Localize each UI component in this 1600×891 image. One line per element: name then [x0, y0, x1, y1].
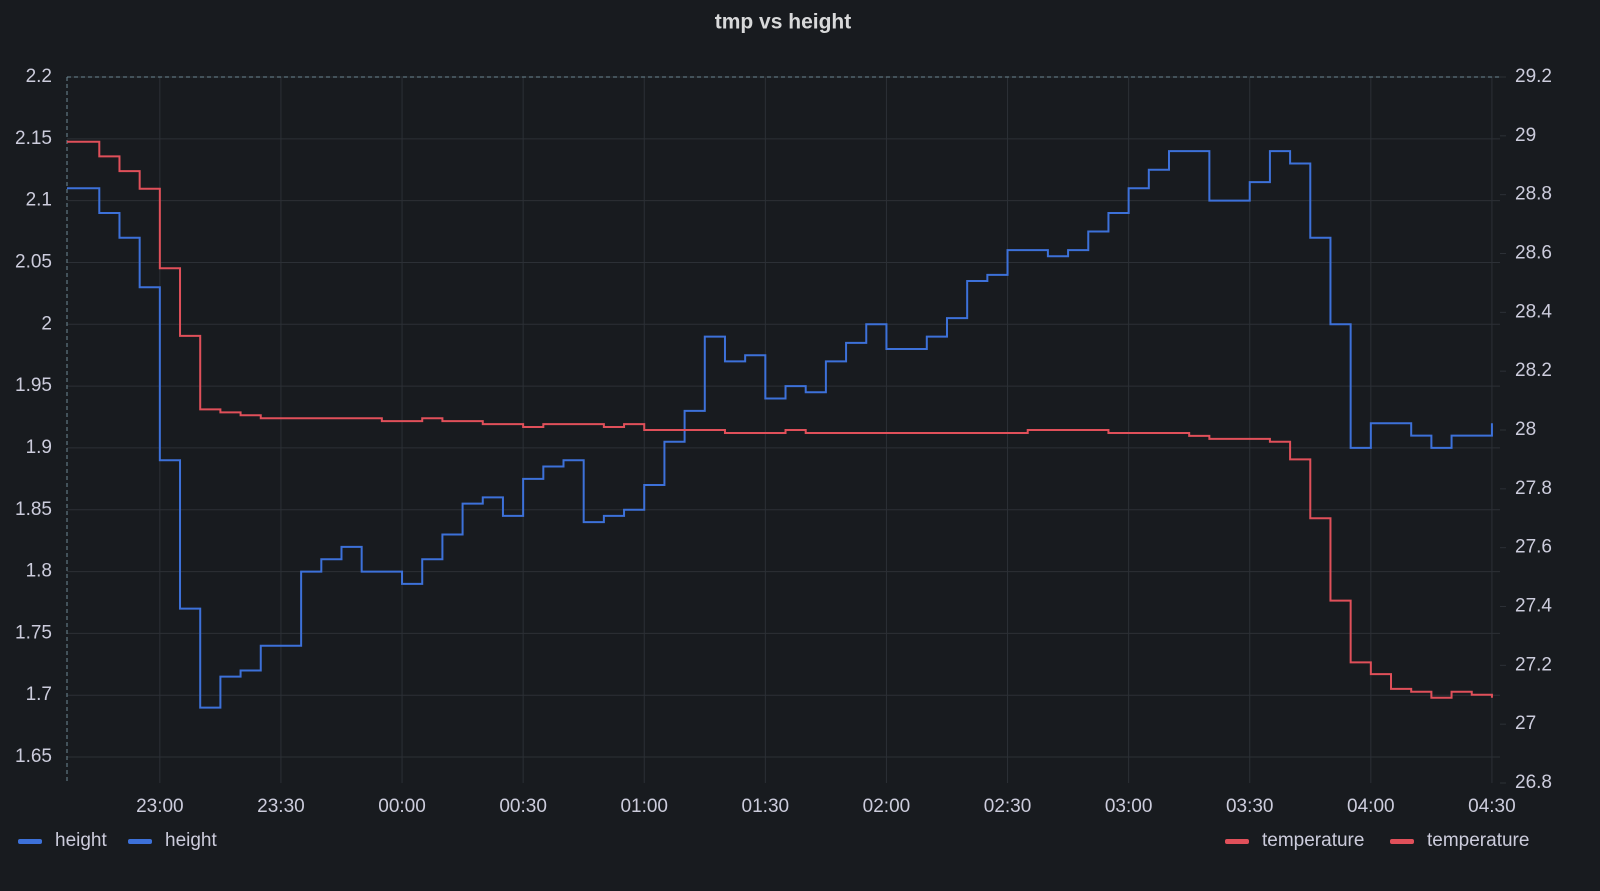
- x-tick-label: 00:30: [499, 796, 547, 817]
- y2-tick-label: 27.8: [1515, 478, 1552, 499]
- y2-tick-label: 27.4: [1515, 596, 1552, 617]
- series-line: [67, 150, 1493, 709]
- x-tick-label: 01:30: [742, 796, 790, 817]
- legend-swatch: [1225, 839, 1249, 844]
- legend-label: temperature: [1262, 830, 1364, 851]
- y-tick-label: 1.75: [15, 622, 52, 643]
- y2-tick-label: 27.6: [1515, 537, 1552, 558]
- y-tick-label: 1.8: [26, 561, 52, 582]
- y2-tick-label: 27: [1515, 713, 1536, 734]
- x-tick-label: 03:00: [1105, 796, 1153, 817]
- y-tick-label: 2.2: [26, 66, 52, 87]
- legend-label: height: [165, 830, 217, 851]
- y2-tick-label: 28.6: [1515, 243, 1552, 264]
- y-tick-label: 2.1: [26, 190, 52, 211]
- y2-tick-label: 26.8: [1515, 772, 1552, 793]
- x-tick-label: 02:00: [863, 796, 911, 817]
- legend-label: temperature: [1427, 830, 1529, 851]
- y-tick-label: 2.15: [15, 128, 52, 149]
- y2-tick-label: 28.8: [1515, 184, 1552, 205]
- y2-tick-label: 27.2: [1515, 654, 1552, 675]
- y-tick-label: 1.7: [26, 684, 52, 705]
- legend-swatch: [128, 839, 152, 844]
- x-tick-label: 01:00: [620, 796, 668, 817]
- x-tick-label: 03:30: [1226, 796, 1274, 817]
- y-tick-label: 1.65: [15, 746, 52, 767]
- x-tick-label: 04:30: [1468, 796, 1516, 817]
- y-tick-label: 1.9: [26, 437, 52, 458]
- y2-tick-label: 28.2: [1515, 360, 1552, 381]
- y-tick-label: 2.05: [15, 251, 52, 272]
- y-tick-label: 2: [41, 313, 52, 334]
- x-tick-label: 23:30: [257, 796, 305, 817]
- y2-tick-label: 29: [1515, 125, 1536, 146]
- y2-tick-label: 28.4: [1515, 301, 1552, 322]
- y2-tick-label: 28: [1515, 419, 1536, 440]
- y-tick-label: 1.85: [15, 499, 52, 520]
- x-tick-label: 00:00: [378, 796, 426, 817]
- legend-swatch: [1390, 839, 1414, 844]
- x-tick-label: 02:30: [984, 796, 1032, 817]
- series-line: [67, 140, 1493, 699]
- x-tick-label: 23:00: [136, 796, 184, 817]
- x-tick-label: 04:00: [1347, 796, 1395, 817]
- chart-title: tmp vs height: [715, 11, 852, 34]
- legend-label: height: [55, 830, 107, 851]
- legend-swatch: [18, 839, 42, 844]
- y2-tick-label: 29.2: [1515, 66, 1552, 87]
- y-tick-label: 1.95: [15, 375, 52, 396]
